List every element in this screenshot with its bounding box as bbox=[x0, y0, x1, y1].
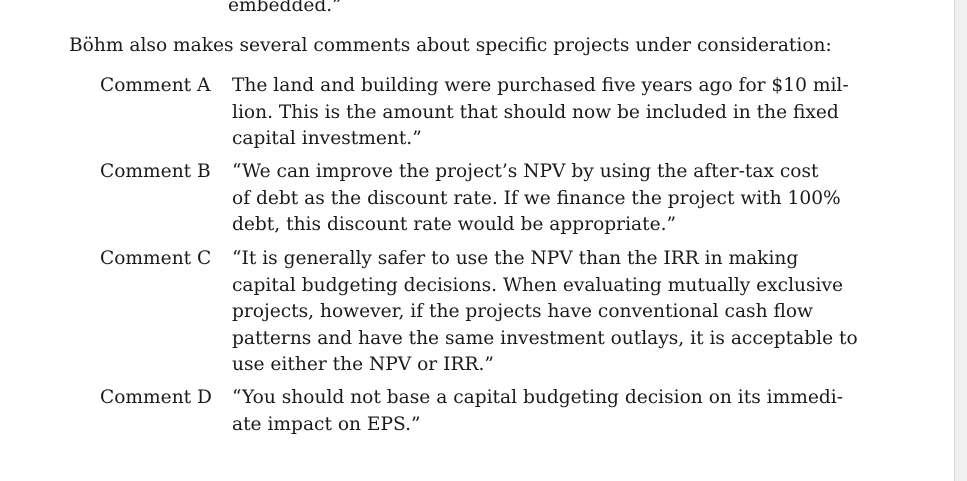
comment-body: “It is generally safer to use the NPV th… bbox=[232, 246, 858, 379]
comment-body: “You should not base a capital budgeting… bbox=[232, 385, 843, 438]
comment-label: Comment A bbox=[100, 75, 211, 96]
comment-line: ate impact on EPS.” bbox=[232, 413, 421, 435]
comment-body: “We can improve the project’s NPV by usi… bbox=[232, 159, 841, 239]
comment-line: “You should not base a capital budgeting… bbox=[232, 387, 843, 408]
comment-line: capital budgeting decisions. When evalua… bbox=[232, 274, 843, 296]
comment-line: patterns and have the same investment ou… bbox=[232, 327, 858, 349]
comment-line: lion. This is the amount that should now… bbox=[232, 101, 839, 123]
comment-line: “We can improve the project’s NPV by usi… bbox=[232, 161, 819, 182]
comment-line: projects, however, if the projects have … bbox=[232, 301, 813, 322]
comment-line: of debt as the discount rate. If we fina… bbox=[232, 187, 841, 209]
comment-label: Comment D bbox=[100, 387, 212, 408]
comment-label: Comment B bbox=[100, 161, 211, 182]
comment-body: The land and building were purchased fiv… bbox=[232, 73, 849, 153]
comment-label: Comment C bbox=[100, 248, 212, 269]
comment-line: use either the NPV or IRR.” bbox=[232, 354, 494, 375]
comment-line: debt, this discount rate would be approp… bbox=[232, 214, 676, 235]
comment-line: “It is generally safer to use the NPV th… bbox=[232, 248, 799, 269]
comment-line: The land and building were purchased fiv… bbox=[232, 75, 849, 96]
continued-text: embedded.” bbox=[228, 0, 342, 16]
page-edge-divider bbox=[954, 0, 967, 481]
intro-paragraph: Böhm also makes several comments about s… bbox=[69, 35, 832, 56]
comment-line: capital investment.” bbox=[232, 128, 422, 149]
